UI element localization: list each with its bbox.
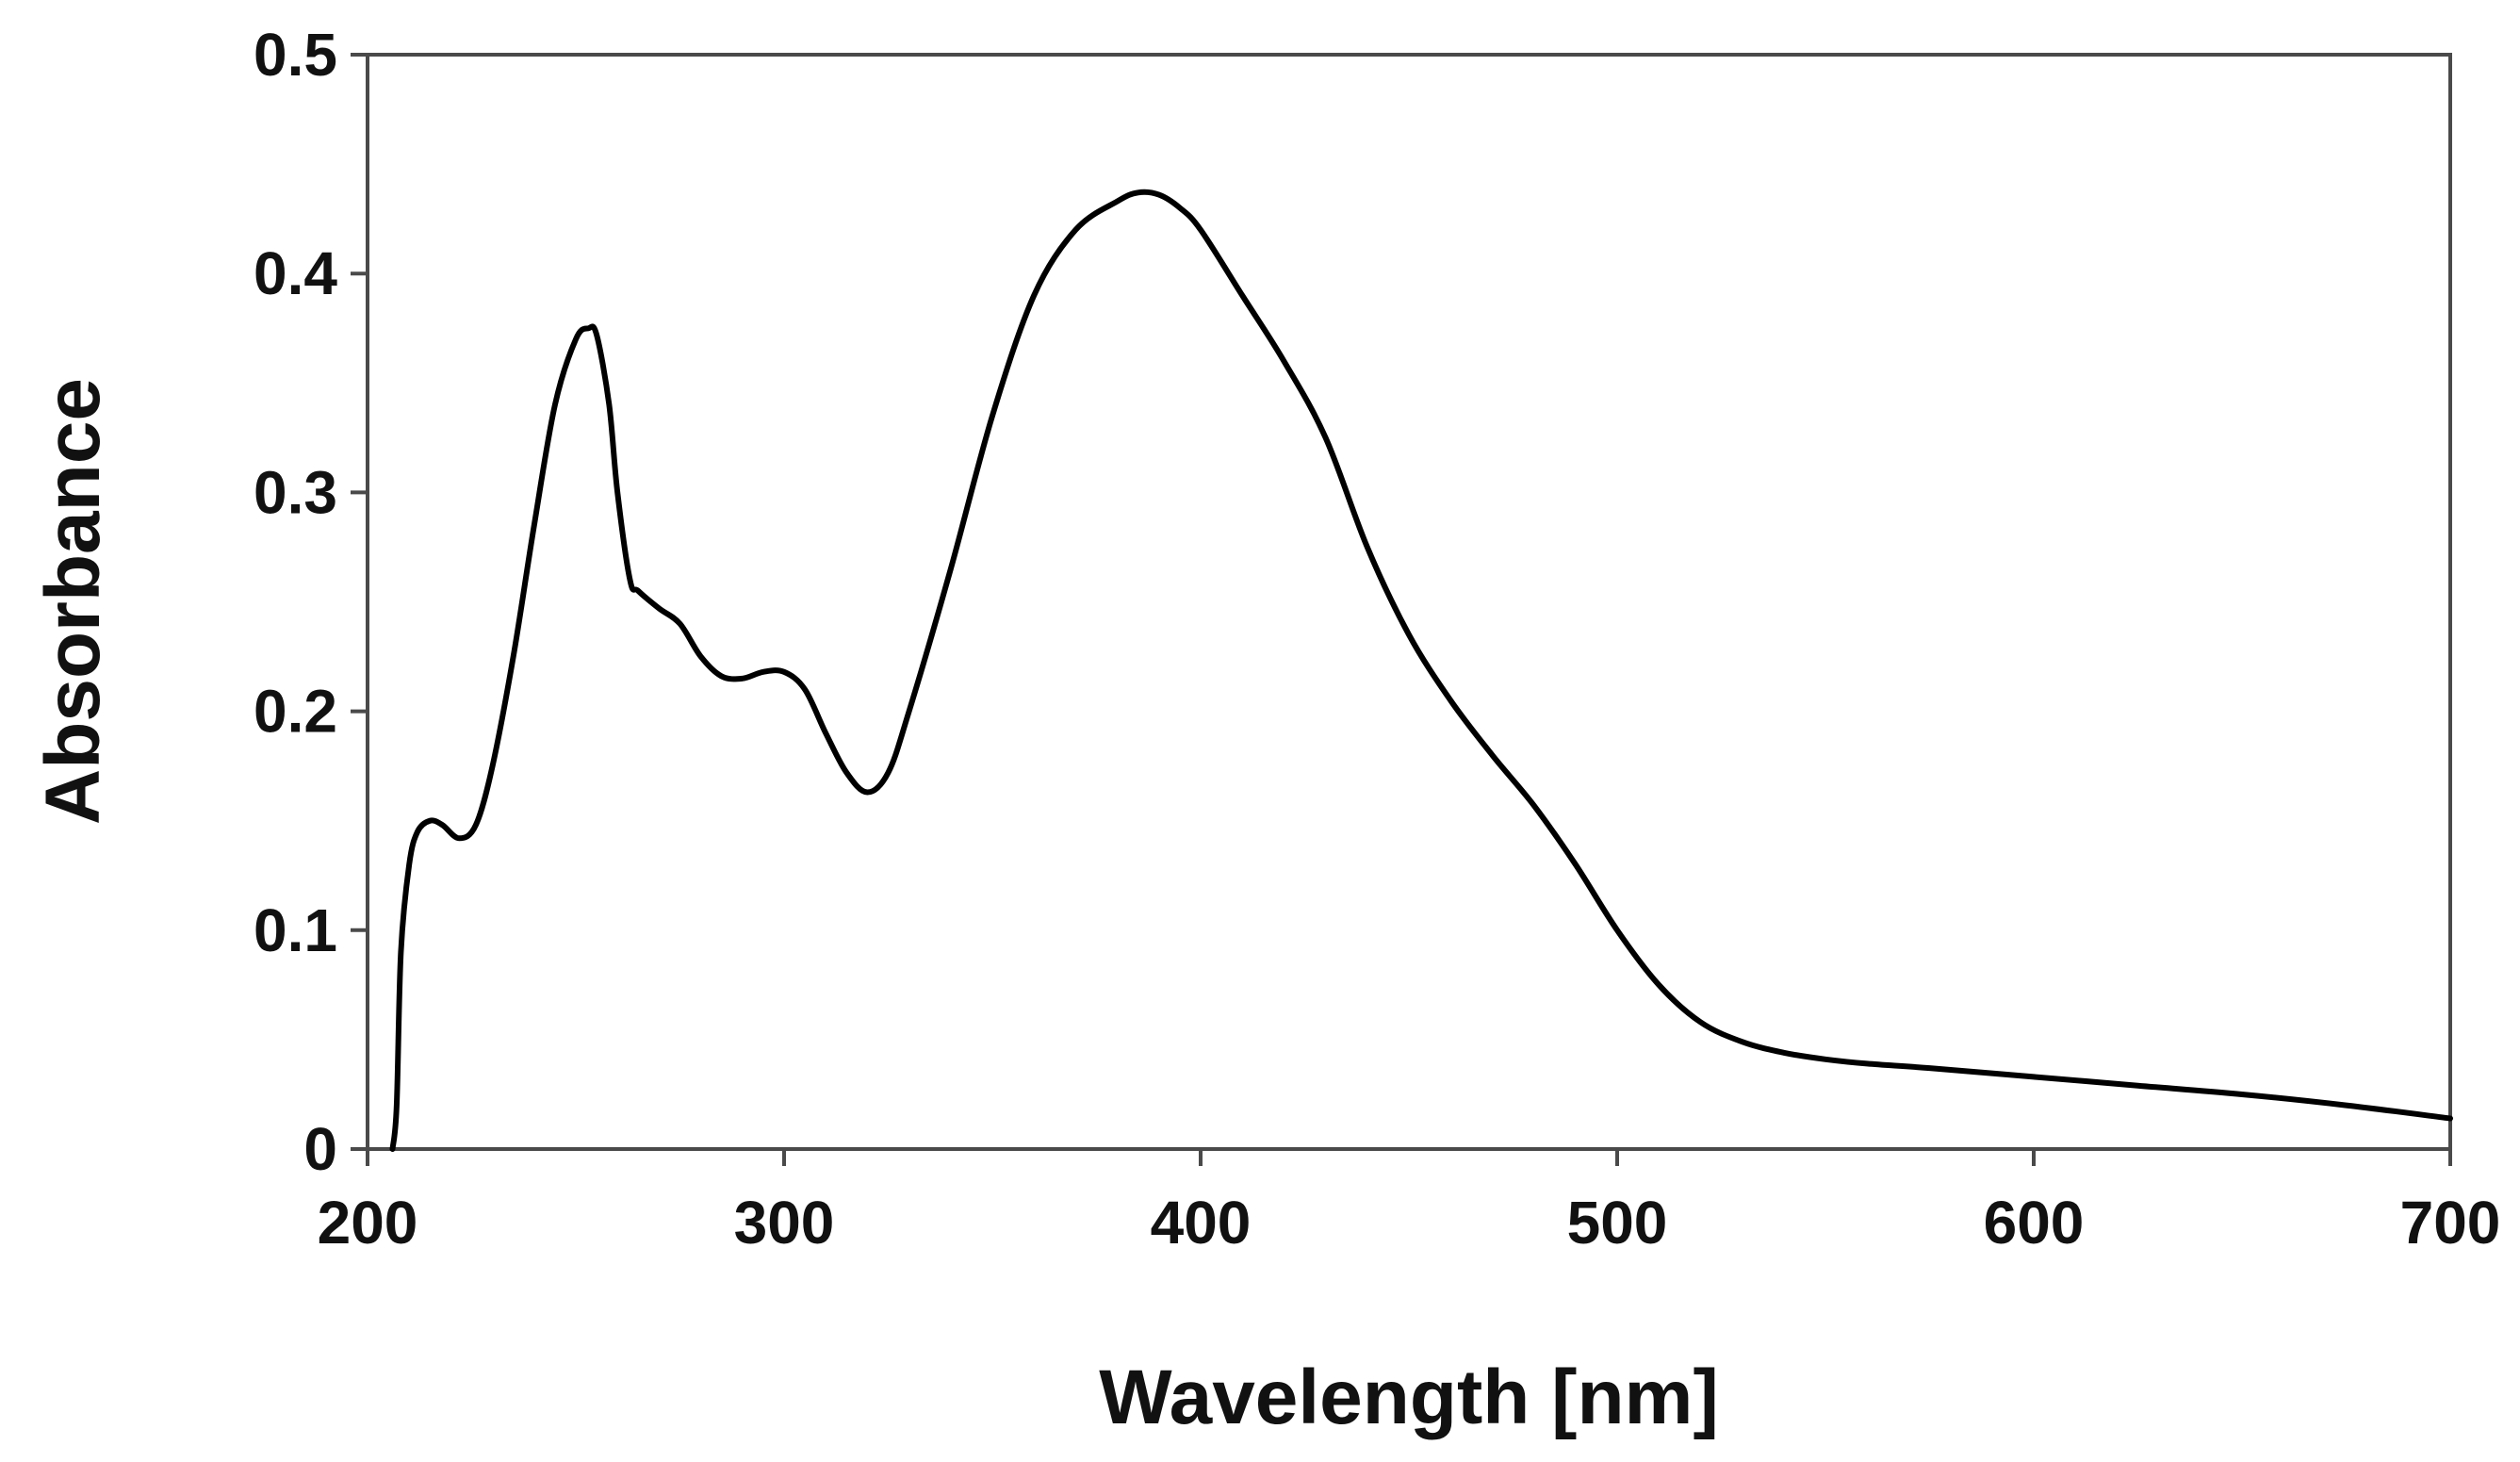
y-tick-label: 0 <box>303 1115 337 1183</box>
x-tick-label: 500 <box>1567 1189 1668 1257</box>
y-tick-label: 0.5 <box>254 21 337 89</box>
x-tick-label: 300 <box>734 1189 835 1257</box>
y-axis-title: Absorbance <box>30 378 116 825</box>
series-group <box>389 189 2453 1152</box>
y-tick-label: 0.4 <box>254 239 337 307</box>
y-tick-label: 0.1 <box>254 896 337 964</box>
y-axis: 0 0.1 0.2 0.3 0.4 0.5 <box>254 21 368 1183</box>
x-tick-label: 200 <box>318 1189 418 1257</box>
series-line-absorbance <box>389 189 2453 1152</box>
x-axis-title: Wavelength [nm] <box>1099 1355 1719 1440</box>
y-tick-label: 0.2 <box>254 678 337 746</box>
x-tick-label: 700 <box>2400 1189 2501 1257</box>
x-tick-label: 600 <box>1984 1189 2085 1257</box>
y-tick-label: 0.3 <box>254 458 337 526</box>
x-axis: 200 300 400 500 600 700 <box>318 1149 2501 1257</box>
plot-frame <box>366 53 2452 1151</box>
x-tick-label: 400 <box>1151 1189 1252 1257</box>
